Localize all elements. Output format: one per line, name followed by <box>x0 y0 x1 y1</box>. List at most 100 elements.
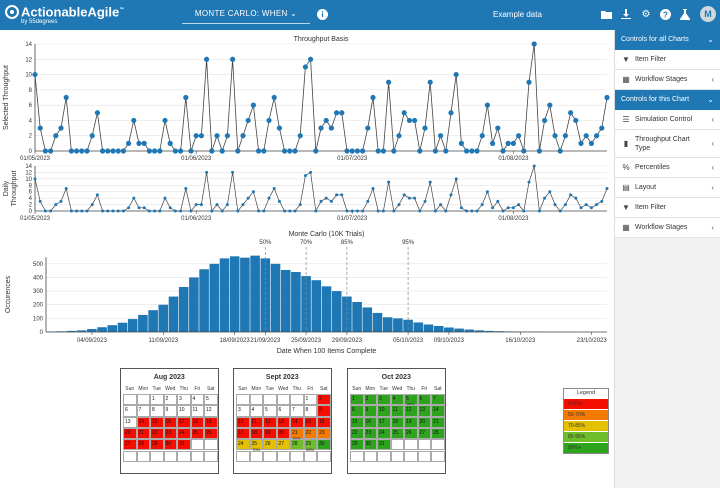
daily-throughput-point <box>116 209 120 213</box>
throughput-basis-point <box>521 148 527 154</box>
sidebar-item-layout[interactable]: ▤ Layout ‹ <box>615 178 720 198</box>
throughput-basis-point <box>167 140 173 146</box>
monte-carlo-bar <box>372 312 383 332</box>
app-name: ActionableAgile™ <box>21 4 125 20</box>
calendar-day: 31 <box>177 439 191 451</box>
sidebar-item-label: Throughput Chart Type <box>635 135 690 152</box>
sidebar: Controls for all Charts ⌄ ▼ Item Filter ▦ W… <box>614 30 720 488</box>
throughput-basis-point <box>68 148 74 154</box>
monte-carlo-ylabel: Occurences <box>5 275 12 313</box>
sidebar-item-item-filter[interactable]: ▼ Item Filter <box>615 50 720 70</box>
daily-throughput-ytick-label: 0 <box>29 209 33 215</box>
app-logo[interactable]: ActionableAgile™ by 55degrees <box>5 3 124 26</box>
sidebar-item-item-filter-chart[interactable]: ▼ Item Filter <box>615 198 720 218</box>
daily-throughput-point <box>262 209 266 213</box>
calendar-empty-cell <box>417 450 431 462</box>
throughput-basis-point <box>48 148 54 154</box>
daily-throughput-point <box>485 190 489 194</box>
throughput-basis-point <box>417 148 423 154</box>
sidebar-item-throughput-chart-type[interactable]: ▮ Throughput Chart Type ‹ <box>615 130 720 158</box>
daily-throughput-point <box>439 203 443 207</box>
calendar-day: 15 <box>150 416 164 428</box>
calendar-day: 18 <box>249 427 263 440</box>
calendar-day: 11 <box>249 416 263 428</box>
daily-throughput-xtick-label: 01/06/2023 <box>181 216 212 222</box>
throughput-basis-point <box>562 133 569 139</box>
sidebar-item-workflow-stages[interactable]: ▦ Workflow Stages ‹ <box>615 70 720 90</box>
daily-throughput-series-line <box>34 165 608 213</box>
calendar-day: 17 <box>236 427 250 440</box>
calendar-day: 29 85% <box>303 439 317 452</box>
chart-mode-label: MONTE CARLO: WHEN <box>194 9 288 18</box>
sidebar-item-workflow-stages-chart[interactable]: ▦ Workflow Stages ‹ <box>615 218 720 238</box>
calendar-day: 17 <box>377 416 391 428</box>
throughput-basis-point <box>37 125 43 131</box>
section-this-chart[interactable]: Controls for this Chart ⌄ <box>615 90 720 110</box>
weekday-label: Wed <box>392 386 403 392</box>
throughput-basis-point <box>172 148 178 154</box>
throughput-basis-point <box>536 148 543 154</box>
info-icon[interactable]: i <box>317 9 328 20</box>
calendar-empty-cell <box>404 450 418 462</box>
calendar-aug-2023: Aug 2023 Sun Mon Tue Wed Thu Fri Sat 1 2 3 4 5 6 7 8 9 10… <box>120 368 219 474</box>
sidebar-item-label: Simulation Control <box>635 116 693 123</box>
throughput-basis-point <box>599 125 605 131</box>
monte-carlo-bar <box>178 287 189 332</box>
calendar-day: 23 <box>317 427 331 440</box>
chart-mode-select[interactable]: MONTE CARLO: WHEN ⌄ <box>182 6 310 24</box>
chevron-left-icon: ‹ <box>711 223 714 232</box>
monte-carlo-bar <box>464 329 475 332</box>
filter-icon: ▼ <box>622 55 630 64</box>
calendar-day: 11 <box>390 405 404 417</box>
calendar-day: 2 <box>363 394 377 406</box>
daily-throughput-point <box>595 203 599 207</box>
throughput-basis-point <box>568 110 574 116</box>
throughput-basis-xtick-label: 01/08/2023 <box>498 156 529 162</box>
sidebar-item-percentiles[interactable]: % Percentiles ‹ <box>615 158 720 178</box>
download-icon[interactable] <box>620 8 632 20</box>
monte-carlo-bar <box>280 269 291 332</box>
throughput-basis-point <box>178 148 184 154</box>
weekday-label: Thu <box>179 386 189 392</box>
throughput-basis-point <box>198 133 204 139</box>
daily-throughput-point <box>85 209 89 213</box>
flask-icon[interactable] <box>679 8 691 20</box>
monte-carlo-bar <box>484 330 495 332</box>
daily-throughput-point <box>371 187 375 190</box>
throughput-basis-point <box>183 94 189 101</box>
throughput-basis-point <box>604 94 610 101</box>
throughput-basis-point <box>448 110 454 116</box>
throughput-basis-point <box>42 148 49 154</box>
monte-carlo-bar <box>66 330 77 332</box>
gear-icon[interactable]: ⚙ <box>641 8 651 20</box>
monte-carlo-bar <box>189 277 199 332</box>
help-icon[interactable]: ? <box>659 8 671 20</box>
calendar-percentile: 70% <box>252 447 261 453</box>
throughput-basis-point <box>209 148 215 154</box>
throughput-basis-ytick-label: 0 <box>29 149 33 155</box>
daily-throughput-point <box>59 199 63 203</box>
calendar-day: 595% <box>404 394 418 407</box>
calendar-day: 1 <box>150 394 164 406</box>
daily-throughput-point <box>361 209 365 213</box>
throughput-basis-point <box>588 140 595 146</box>
throughput-basis-point <box>474 148 480 154</box>
throughput-basis-ytick-label: 6 <box>29 103 33 109</box>
folder-icon[interactable] <box>600 8 612 20</box>
throughput-basis-xtick-label: 01/07/2023 <box>337 156 368 162</box>
throughput-basis-point <box>250 102 256 108</box>
calendar-empty-cell <box>123 450 137 462</box>
weekday-label: Sun <box>238 386 248 392</box>
sidebar-item-simulation-control[interactable]: ☰ Simulation Control ‹ <box>615 110 720 130</box>
avatar[interactable]: M <box>700 6 716 22</box>
calendar-day: 31 <box>377 439 391 451</box>
throughput-basis-title: Throughput Basis <box>294 36 349 43</box>
table-icon: ▦ <box>622 75 630 84</box>
section-all-charts[interactable]: Controls for all Charts ⌄ <box>615 30 720 50</box>
monte-carlo-title: Monte Carlo (10K Trials) <box>289 231 365 238</box>
daily-throughput-xtick-label: 01/05/2023 <box>20 216 51 222</box>
throughput-basis-point <box>53 133 59 139</box>
throughput-basis-point <box>484 102 490 108</box>
daily-throughput-point <box>584 203 588 207</box>
weekday-label: Sun <box>352 386 362 392</box>
